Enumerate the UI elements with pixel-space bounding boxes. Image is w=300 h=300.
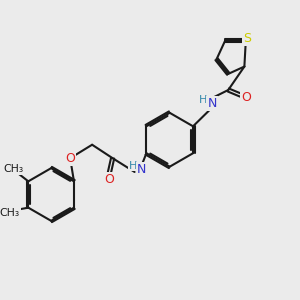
- Text: N: N: [137, 164, 147, 176]
- Text: H: H: [129, 160, 137, 170]
- Text: O: O: [104, 173, 114, 186]
- Text: O: O: [65, 152, 75, 165]
- Text: O: O: [241, 91, 251, 104]
- Text: CH₃: CH₃: [4, 164, 24, 174]
- Text: N: N: [208, 97, 217, 110]
- Text: H: H: [199, 95, 208, 105]
- Text: S: S: [243, 32, 251, 45]
- Text: CH₃: CH₃: [0, 208, 20, 218]
